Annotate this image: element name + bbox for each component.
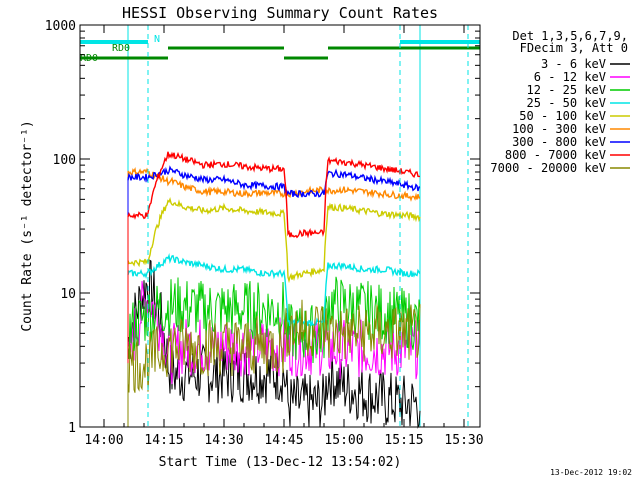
x-axis-label: Start Time (13-Dec-12 13:54:02) xyxy=(159,455,402,470)
legend-entry-label: 50 - 100 keV xyxy=(519,109,606,123)
y-ticks: 1 10 100 1000 xyxy=(45,19,480,436)
legend-entry-label: 3 - 6 keV xyxy=(541,57,606,71)
legend-entry-label: 300 - 800 keV xyxy=(512,135,606,149)
x-ticks: 14:00 14:15 14:30 14:45 15:00 15:15 15:30 xyxy=(84,25,484,448)
legend-entry-label: 12 - 25 keV xyxy=(527,83,606,97)
footer-date: 13-Dec-2012 19:02 xyxy=(550,468,632,477)
x-tick-label: 14:00 xyxy=(84,433,123,448)
series-line-8 xyxy=(127,151,420,239)
series-line-1 xyxy=(127,259,421,429)
x-tick-label: 15:00 xyxy=(324,433,363,448)
legend-entry-label: 800 - 7000 keV xyxy=(505,148,606,162)
flag-label-rd0-second: RD0 xyxy=(80,53,98,64)
flag-label-rd0: RD0 xyxy=(112,43,130,54)
legend-entry-label: 6 - 12 keV xyxy=(534,70,606,84)
x-tick-label: 14:45 xyxy=(264,433,303,448)
legend-header-2: FDecim 3, Att 0 xyxy=(520,41,628,55)
series-line-2 xyxy=(127,280,421,385)
legend-entry-label: 100 - 300 keV xyxy=(512,122,606,136)
series-line-6 xyxy=(127,166,420,202)
y-tick-label: 1000 xyxy=(45,19,76,34)
series-line-9 xyxy=(127,299,421,393)
x-tick-label: 15:30 xyxy=(444,433,483,448)
series-line-5 xyxy=(127,196,421,284)
y-tick-label: 10 xyxy=(60,287,76,302)
y-tick-label: 1 xyxy=(68,421,76,436)
flag-label-night: N xyxy=(154,34,160,45)
legend-entry-label: 25 - 50 keV xyxy=(527,96,606,110)
series-line-3 xyxy=(127,276,421,364)
series-layer xyxy=(127,151,421,429)
x-tick-label: 15:15 xyxy=(384,433,423,448)
y-axis-label: Count Rate (s⁻¹ detector⁻¹) xyxy=(20,120,35,331)
plot-frame xyxy=(79,24,481,428)
legend-header-1: Det 1,3,5,6,7,9, xyxy=(512,29,628,43)
y-tick-label: 100 xyxy=(53,153,76,168)
chart-title: HESSI Observing Summary Count Rates xyxy=(122,4,438,22)
series-line-4 xyxy=(127,253,421,328)
x-tick-label: 14:30 xyxy=(204,433,243,448)
series-line-7 xyxy=(127,165,421,198)
legend-entry-label: 7000 - 20000 keV xyxy=(490,161,606,175)
flags-layer: N RD0 RD0 xyxy=(80,25,480,427)
x-tick-label: 14:15 xyxy=(144,433,183,448)
